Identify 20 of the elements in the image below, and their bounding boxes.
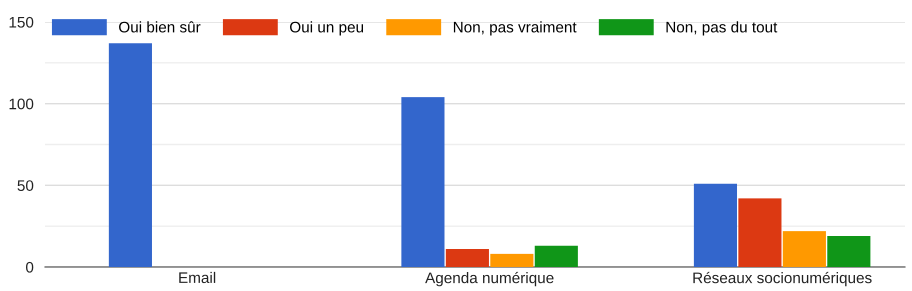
bar	[694, 184, 738, 267]
bar	[401, 97, 444, 267]
legend-label: Oui un peu	[290, 21, 364, 36]
bar	[827, 236, 870, 267]
x-tick-label: Agenda numérique	[425, 272, 554, 286]
bar	[446, 249, 489, 267]
legend-label: Non, pas vraiment	[454, 21, 577, 36]
x-tick-label: Réseaux socionumériques	[693, 272, 872, 286]
bar	[782, 231, 826, 267]
bar	[490, 254, 534, 267]
bar	[108, 43, 152, 267]
y-tick-label: 50	[18, 180, 34, 192]
x-tick-label: Email	[179, 272, 216, 284]
y-tick-label: 100	[10, 98, 34, 110]
y-tick-label: 0	[26, 262, 34, 273]
bar	[534, 246, 578, 267]
y-tick-label: 150	[10, 16, 34, 28]
legend-label: Oui bien sûr	[119, 21, 200, 33]
legend-label: Non, pas du tout	[666, 21, 778, 36]
bar	[738, 198, 782, 267]
